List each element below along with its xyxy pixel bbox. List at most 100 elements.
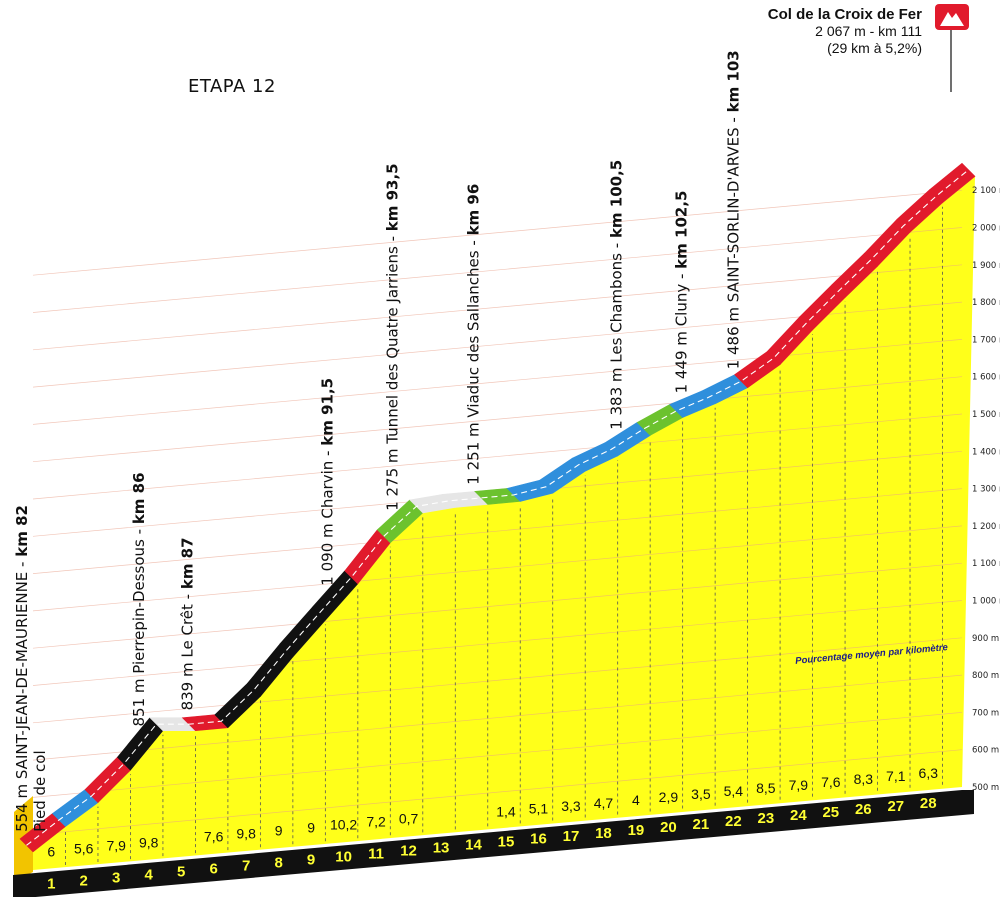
gradient-value-label: 3,5	[691, 786, 711, 802]
elevation-tick-label: 900 m	[972, 634, 999, 644]
elevation-tick-label: 1 300 m	[972, 485, 1000, 495]
km-marker-label: 1	[47, 875, 55, 892]
gradient-value-label: 1,4	[496, 804, 516, 820]
elevation-tick-label: 500 m	[972, 783, 999, 793]
waypoint-km: km 91,5	[318, 378, 336, 446]
elevation-gridline	[32, 189, 963, 276]
waypoint-name: 1 251 m Viaduc des Sallanches -	[465, 235, 483, 484]
waypoint-label: 1 449 m Cluny - km 102,5	[672, 191, 690, 394]
profile-area	[33, 176, 975, 871]
gradient-value-label: 10,2	[330, 817, 357, 833]
km-marker-label: 13	[433, 840, 450, 857]
summit-climb-stats: (29 km à 5,2%)	[827, 40, 922, 56]
elevation-gridline	[32, 227, 963, 313]
elevation-tick-label: 1 100 m	[972, 559, 1000, 569]
elevation-tick-label: 1 900 m	[972, 261, 1000, 271]
waypoint-km: km 103	[724, 50, 742, 112]
km-marker-label: 8	[274, 855, 282, 872]
waypoint-name: 1 090 m Charvin -	[318, 446, 336, 586]
waypoint-name: 1 449 m Cluny -	[672, 269, 690, 394]
km-marker-label: 12	[400, 843, 417, 860]
gradient-value-label: 5,6	[74, 840, 94, 856]
elevation-gridline	[32, 413, 963, 500]
km-marker-label: 22	[725, 813, 742, 830]
km-marker-label: 6	[209, 860, 217, 877]
waypoint-label: 851 m Pierrepin-Dessous - km 86	[130, 472, 148, 726]
waypoint-name: 554 m SAINT-JEAN-DE-MAURIENNE -	[13, 557, 31, 832]
km-marker-label: 17	[563, 828, 580, 845]
waypoint-label: 839 m Le Crêt - km 87	[179, 537, 197, 710]
gradient-value-label: 4,7	[594, 795, 614, 811]
km-marker-label: 20	[660, 819, 677, 836]
km-marker-label: 5	[177, 863, 185, 880]
gradient-value-label: 9,8	[139, 834, 159, 850]
gradient-value-label: 7,6	[204, 828, 224, 844]
elevation-gridline	[32, 339, 963, 425]
km-marker-label: 14	[465, 837, 482, 854]
elevation-gridline	[32, 712, 963, 798]
km-marker-label: 7	[242, 857, 250, 874]
waypoint-km: km 100,5	[607, 160, 625, 238]
elevation-tick-label: 2 000 m	[972, 224, 1000, 234]
elevation-tick-label: 1 200 m	[972, 522, 1000, 532]
km-marker-label: 4	[145, 866, 154, 883]
stage-title: ETAPA 12	[188, 76, 276, 97]
km-marker-label: 10	[335, 849, 352, 866]
waypoint-sublabel: Pied de col	[31, 750, 49, 832]
waypoint-km: km 82	[13, 505, 31, 557]
km-marker-label: 16	[530, 831, 547, 848]
waypoint-name: 851 m Pierrepin-Dessous -	[130, 524, 148, 726]
waypoint-label: 1 486 m SAINT-SORLIN-D'ARVES - km 103	[724, 50, 742, 369]
waypoint-label: 554 m SAINT-JEAN-DE-MAURIENNE - km 82	[13, 505, 31, 832]
km-marker-label: 25	[822, 804, 839, 821]
km-marker-label: 11	[368, 846, 384, 863]
elevation-gridline	[32, 264, 963, 351]
waypoint-name: 839 m Le Crêt -	[179, 589, 197, 710]
km-marker-label: 9	[307, 852, 315, 869]
waypoint-km: km 87	[179, 537, 197, 589]
summit-flag-icon	[935, 4, 969, 30]
gradient-value-label: 7,9	[789, 777, 809, 793]
waypoint-name: 1 383 m Les Chambons -	[607, 238, 625, 430]
gradient-value-label: 7,2	[366, 814, 386, 830]
km-marker-label: 15	[498, 834, 515, 851]
waypoint-km: km 86	[130, 472, 148, 524]
elevation-tick-label: 700 m	[972, 708, 999, 718]
summit-info: Col de la Croix de Fer 2 067 m - km 111 …	[768, 6, 922, 57]
waypoint-label: 1 275 m Tunnel des Quatre Jarriens - km …	[383, 163, 401, 510]
km-base-band	[13, 790, 974, 897]
elevation-gridline	[32, 488, 963, 574]
gradient-value-label: 6	[47, 843, 55, 859]
gradient-value-label: 9,8	[236, 825, 256, 841]
elevation-gridline	[32, 674, 963, 761]
elevation-tick-label: 600 m	[972, 746, 999, 756]
elevation-tick-label: 1 400 m	[972, 447, 1000, 457]
elevation-tick-label: 1 600 m	[972, 373, 1000, 383]
gradient-value-label: 9	[275, 823, 283, 839]
elevation-gridline	[32, 376, 963, 463]
waypoint-name: 1 486 m SAINT-SORLIN-D'ARVES -	[724, 112, 742, 369]
gradient-value-label: 0,7	[399, 811, 419, 827]
km-marker-label: 19	[628, 822, 645, 839]
elevation-tick-label: 1 500 m	[972, 410, 1000, 420]
gradient-value-label: 8,5	[756, 780, 776, 796]
elevation-tick-label: 1 000 m	[972, 597, 1000, 607]
waypoint-km: km 93,5	[383, 163, 401, 231]
gradient-value-label: 3,3	[561, 798, 581, 814]
elevation-tick-label: 800 m	[972, 671, 999, 681]
km-marker-label: 2	[80, 872, 88, 889]
km-marker-label: 21	[693, 816, 710, 833]
elevation-gridline	[32, 562, 963, 649]
ridge-centre-line	[26, 169, 969, 846]
gradient-value-label: 4	[632, 792, 640, 808]
km-marker-label: 27	[887, 798, 904, 815]
waypoint-label: 1 251 m Viaduc des Sallanches - km 96	[465, 184, 483, 485]
km-marker-label: 18	[595, 825, 612, 842]
km-marker-label: 28	[920, 795, 937, 812]
summit-elevation-km: 2 067 m - km 111	[815, 23, 922, 39]
gradient-value-label: 7,6	[821, 774, 841, 790]
km-marker-label: 26	[855, 801, 872, 818]
waypoint-km: km 102,5	[672, 191, 690, 269]
mountain-icon	[940, 12, 964, 26]
